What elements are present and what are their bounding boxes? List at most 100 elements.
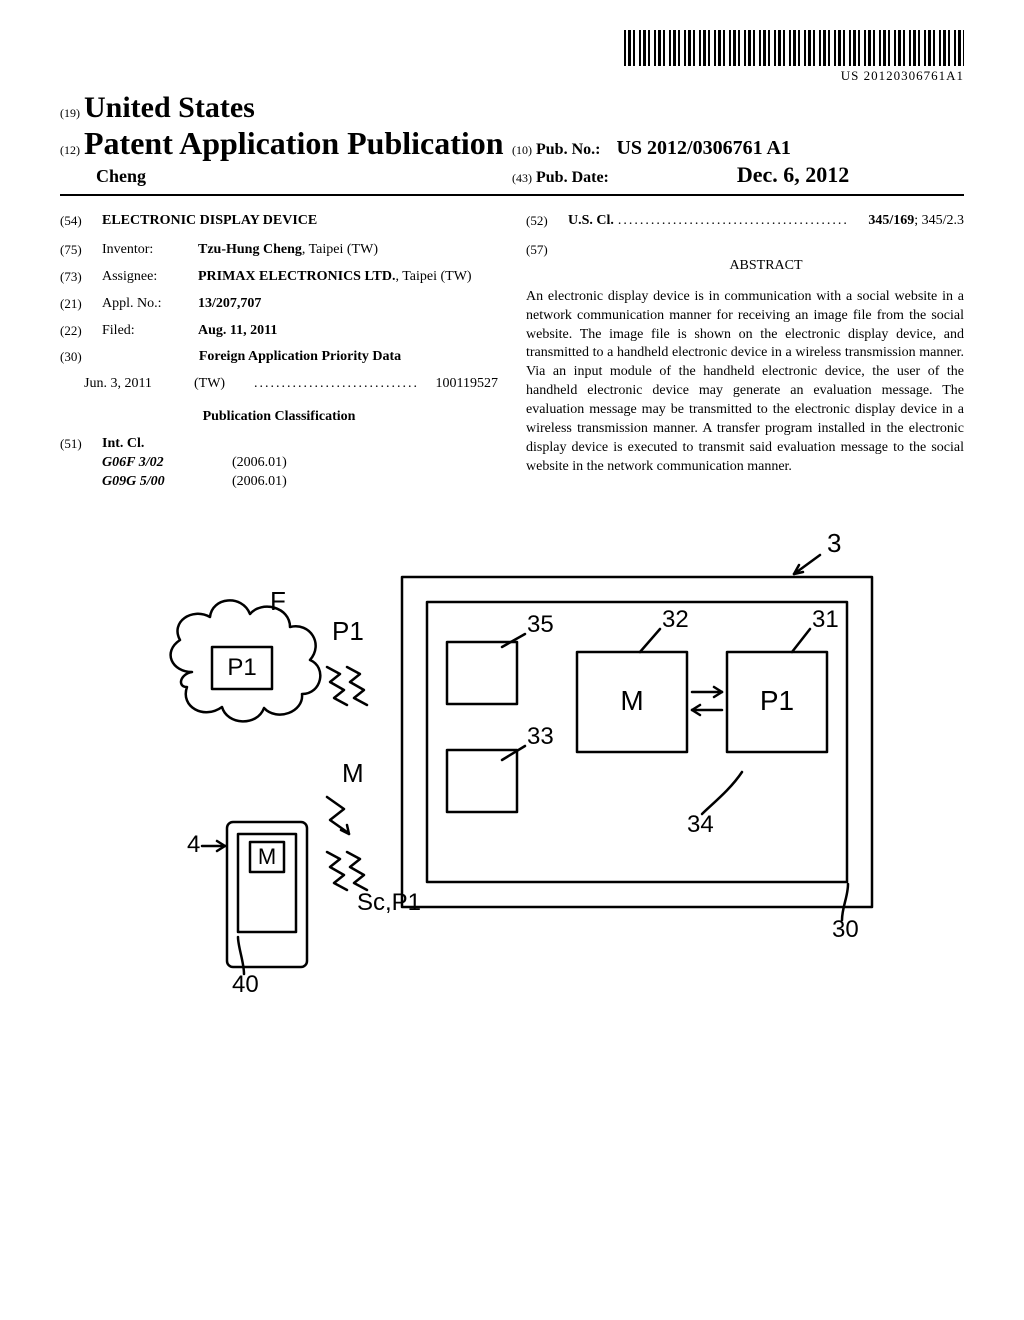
label-m-mid: M bbox=[342, 758, 364, 788]
biblio-columns: (54) ELECTRONIC DISPLAY DEVICE (75) Inve… bbox=[60, 212, 964, 492]
assignee-label: Assignee: bbox=[102, 268, 198, 287]
leader-line bbox=[640, 629, 660, 652]
publication-kind: Patent Application Publication bbox=[84, 125, 504, 161]
leader-line bbox=[502, 746, 525, 760]
label-p1-top: P1 bbox=[332, 616, 364, 646]
barcode: US 20120306761A1 bbox=[624, 30, 964, 84]
filed-value: Aug. 11, 2011 bbox=[198, 323, 277, 338]
inid-30: (30) bbox=[60, 348, 102, 367]
leader-line bbox=[792, 629, 810, 652]
inid-12: (12) bbox=[60, 143, 80, 157]
leader-line bbox=[842, 884, 848, 920]
inventor-value: Tzu-Hung Cheng, Taipei (TW) bbox=[198, 241, 498, 260]
abstract-text: An electronic display device is in commu… bbox=[526, 288, 964, 477]
field-73: (73) Assignee: PRIMAX ELECTRONICS LTD., … bbox=[60, 268, 498, 287]
label-scp1: Sc,P1 bbox=[357, 889, 421, 916]
label-31: 31 bbox=[812, 606, 839, 633]
filed-label: Filed: bbox=[102, 322, 198, 341]
priority-country: (TW) bbox=[194, 375, 254, 394]
priority-row: Jun. 3, 2011 (TW) ......................… bbox=[60, 375, 498, 394]
label-p1-31: P1 bbox=[760, 685, 794, 716]
field-30: (30) Foreign Application Priority Data bbox=[60, 348, 498, 367]
figure-svg: P1 F P1 M Sc,P1 M 4 bbox=[132, 522, 892, 992]
leader-line bbox=[502, 634, 525, 647]
right-column: (52) U.S. Cl. ..........................… bbox=[526, 212, 964, 492]
wireless-icon bbox=[327, 797, 347, 832]
uscl-label: U.S. Cl. bbox=[568, 213, 614, 228]
label-40: 40 bbox=[232, 971, 259, 992]
box-33 bbox=[447, 750, 517, 812]
assignee-value: PRIMAX ELECTRONICS LTD., Taipei (TW) bbox=[198, 268, 498, 287]
intcl-item: G09G 5/00 (2006.01) bbox=[60, 473, 498, 492]
label-4: 4 bbox=[187, 831, 200, 858]
inventor-name: Tzu-Hung Cheng bbox=[198, 242, 302, 257]
author: Cheng bbox=[60, 166, 512, 187]
field-75: (75) Inventor: Tzu-Hung Cheng, Taipei (T… bbox=[60, 241, 498, 260]
priority-number: 100119527 bbox=[436, 375, 498, 394]
field-51: (51) Int. Cl. bbox=[60, 435, 498, 454]
uscl-dots: ........................................… bbox=[614, 212, 868, 231]
intcl-edition: (2006.01) bbox=[232, 473, 287, 492]
pub-date-label: Pub. Date: bbox=[536, 169, 609, 186]
pub-date: Dec. 6, 2012 bbox=[737, 162, 849, 187]
applno-label: Appl. No.: bbox=[102, 295, 198, 314]
wireless-icon bbox=[327, 667, 347, 705]
field-22: (22) Filed: Aug. 11, 2011 bbox=[60, 322, 498, 341]
intcl-label: Int. Cl. bbox=[102, 435, 144, 454]
applno-value: 13/207,707 bbox=[198, 296, 261, 311]
intcl-item: G06F 3/02 (2006.01) bbox=[60, 454, 498, 473]
label-35: 35 bbox=[527, 611, 554, 638]
pubclass-heading: Publication Classification bbox=[60, 408, 498, 427]
pub-no: US 2012/0306761 A1 bbox=[616, 137, 790, 159]
intcl-symbol: G09G 5/00 bbox=[102, 473, 232, 492]
frame-inner bbox=[427, 602, 847, 882]
field-21: (21) Appl. No.: 13/207,707 bbox=[60, 295, 498, 314]
label-30: 30 bbox=[832, 916, 859, 943]
barcode-number: US 20120306761A1 bbox=[624, 68, 964, 84]
inventor-loc: , Taipei (TW) bbox=[302, 242, 378, 257]
assignee-loc: , Taipei (TW) bbox=[395, 269, 471, 284]
figure: P1 F P1 M Sc,P1 M 4 bbox=[60, 522, 964, 992]
frame-outer bbox=[402, 577, 872, 907]
left-column: (54) ELECTRONIC DISPLAY DEVICE (75) Inve… bbox=[60, 212, 498, 492]
inid-22: (22) bbox=[60, 322, 102, 341]
inventor-label: Inventor: bbox=[102, 241, 198, 260]
header-block: (19) United States (12) Patent Applicati… bbox=[60, 91, 964, 188]
inid-21: (21) bbox=[60, 295, 102, 314]
priority-date: Jun. 3, 2011 bbox=[60, 375, 194, 394]
label-m-phone: M bbox=[258, 844, 276, 869]
intcl-edition: (2006.01) bbox=[232, 454, 287, 473]
country: United States bbox=[84, 91, 255, 124]
pub-no-label: Pub. No.: bbox=[536, 141, 600, 158]
label-f: F bbox=[270, 586, 286, 616]
inid-75: (75) bbox=[60, 241, 102, 260]
inid-57: (57) bbox=[526, 241, 568, 288]
inid-51: (51) bbox=[60, 435, 102, 454]
box-35 bbox=[447, 642, 517, 704]
label-m-32: M bbox=[620, 685, 643, 716]
inid-10: (10) bbox=[512, 143, 532, 157]
abstract-heading: ABSTRACT bbox=[568, 257, 964, 276]
intcl-symbol: G06F 3/02 bbox=[102, 454, 232, 473]
label-33: 33 bbox=[527, 723, 554, 750]
foreign-priority-heading: Foreign Application Priority Data bbox=[199, 349, 401, 364]
leader-line bbox=[238, 937, 244, 974]
label-34: 34 bbox=[687, 811, 714, 838]
wireless-icon bbox=[327, 852, 347, 890]
priority-dots: .............................. bbox=[254, 375, 436, 394]
field-57: (57) ABSTRACT bbox=[526, 241, 964, 288]
inid-52: (52) bbox=[526, 212, 568, 231]
field-52: (52) U.S. Cl. ..........................… bbox=[526, 212, 964, 231]
field-54: (54) ELECTRONIC DISPLAY DEVICE bbox=[60, 212, 498, 231]
inid-54: (54) bbox=[60, 212, 102, 231]
label-p1: P1 bbox=[227, 654, 256, 681]
inid-19: (19) bbox=[60, 106, 80, 120]
inid-43: (43) bbox=[512, 171, 532, 185]
assignee-name: PRIMAX ELECTRONICS LTD. bbox=[198, 269, 395, 284]
divider bbox=[60, 194, 964, 196]
barcode-stripes bbox=[624, 30, 964, 66]
label-32: 32 bbox=[662, 606, 689, 633]
barcode-area: US 20120306761A1 bbox=[60, 30, 964, 85]
label-3: 3 bbox=[827, 528, 841, 558]
uscl-values: 345/169; 345/2.3 bbox=[868, 212, 964, 231]
